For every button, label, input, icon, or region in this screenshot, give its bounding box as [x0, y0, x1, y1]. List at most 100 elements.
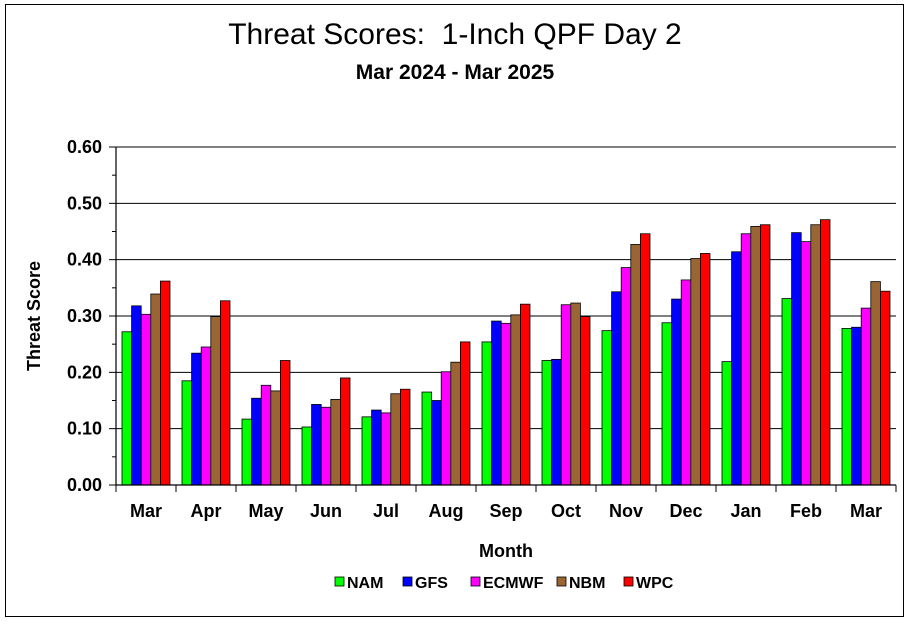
bar-gfs	[251, 397, 262, 486]
bar-nbm	[510, 314, 521, 486]
bar-wpc	[760, 224, 771, 486]
legend-swatch-ecmwf	[470, 576, 481, 587]
legend-swatch-wpc	[623, 576, 634, 587]
bar-nbm	[450, 361, 461, 486]
bar-gfs	[491, 320, 502, 486]
bar-ecmwf	[260, 384, 272, 486]
bar-gfs	[731, 251, 742, 486]
bar-ecmwf	[680, 279, 692, 486]
bar-wpc	[820, 219, 831, 486]
bar-ecmwf	[320, 406, 332, 486]
x-tick-label: Mar	[130, 501, 162, 521]
bar-wpc	[219, 300, 231, 486]
bar-wpc	[640, 233, 651, 486]
bar-ecmwf	[860, 307, 872, 486]
x-tick-label: Jun	[310, 501, 342, 521]
bar-nbm	[390, 393, 401, 486]
bar-nam	[301, 426, 313, 486]
bar-nbm	[330, 398, 341, 486]
bar-gfs	[551, 358, 562, 486]
bar-nam	[781, 298, 793, 486]
bar-nam	[541, 360, 553, 486]
chart-title: Threat Scores: 1-Inch QPF Day 2	[228, 18, 682, 51]
bar-nbm	[690, 258, 701, 486]
x-tick-label: Feb	[790, 501, 822, 521]
bar-nam	[181, 380, 193, 486]
bar-wpc	[459, 341, 471, 486]
bar-gfs	[131, 305, 142, 486]
legend-swatch-nbm	[556, 576, 567, 587]
y-tick-label: 0.60	[67, 137, 102, 157]
bar-gfs	[371, 409, 382, 486]
legend-swatch-gfs	[402, 576, 413, 587]
legend-swatch-nam	[334, 576, 345, 587]
bar-wpc	[399, 388, 411, 486]
y-axis-title: Threat Score	[24, 261, 44, 371]
bar-wpc	[339, 377, 351, 486]
legend-label-gfs: GFS	[415, 575, 448, 592]
bar-ecmwf	[560, 304, 572, 486]
bar-wpc	[279, 360, 291, 486]
bar-ecmwf	[740, 233, 752, 486]
bar-nbm	[870, 281, 881, 486]
bar-nam	[481, 341, 493, 486]
bar-gfs	[791, 232, 802, 486]
x-tick-label: Jul	[373, 501, 399, 521]
chart-subtitle: Mar 2024 - Mar 2025	[355, 61, 555, 84]
x-tick-label: Jan	[730, 501, 761, 521]
bar-nbm	[150, 293, 161, 486]
bar-nbm	[810, 224, 821, 486]
y-tick-label: 0.20	[67, 362, 102, 382]
legend-label-wpc: WPC	[636, 575, 674, 592]
bar-nam	[841, 327, 853, 486]
x-axis-title: Month	[479, 541, 533, 561]
bar-nbm	[570, 302, 581, 486]
y-tick-label: 0.10	[67, 419, 102, 439]
bar-gfs	[431, 400, 442, 486]
bar-nbm	[630, 244, 641, 486]
bar-wpc	[520, 303, 531, 486]
bar-nbm	[750, 226, 761, 486]
y-tick-label: 0.50	[67, 193, 102, 213]
y-tick-label: 0.40	[67, 250, 102, 270]
bar-gfs	[311, 404, 322, 486]
legend-label-nam: NAM	[347, 575, 383, 592]
bar-gfs	[611, 291, 622, 486]
bar-ecmwf	[200, 346, 212, 486]
bar-ecmwf	[500, 322, 512, 486]
bar-wpc	[880, 290, 891, 486]
bar-nbm	[270, 390, 281, 486]
bar-gfs	[851, 326, 862, 486]
bar-wpc	[700, 253, 711, 486]
bar-ecmwf	[800, 241, 812, 486]
bar-nam	[421, 391, 433, 486]
x-tick-label: Sep	[489, 501, 522, 521]
x-tick-label: Nov	[609, 501, 643, 521]
bar-ecmwf	[440, 371, 452, 486]
bar-nbm	[210, 316, 221, 486]
y-tick-label: 0.30	[67, 306, 102, 326]
bar-ecmwf	[620, 267, 632, 486]
bar-ecmwf	[380, 412, 392, 486]
x-tick-label: Oct	[551, 501, 581, 521]
bar-gfs	[671, 298, 682, 486]
x-tick-label: Mar	[850, 501, 882, 521]
bar-wpc	[159, 280, 171, 486]
bar-gfs	[191, 352, 202, 486]
x-tick-label: Dec	[669, 501, 702, 521]
bar-nam	[241, 418, 253, 486]
legend-label-ecmwf: ECMWF	[483, 575, 544, 592]
bar-nam	[361, 416, 373, 486]
bar-nam	[601, 330, 613, 486]
bar-nam	[721, 361, 733, 486]
x-tick-label: May	[248, 501, 283, 521]
legend-label-nbm: NBM	[569, 575, 605, 592]
x-tick-label: Apr	[191, 501, 222, 521]
x-tick-label: Aug	[429, 501, 464, 521]
bar-wpc	[580, 316, 591, 486]
bar-nam	[121, 331, 133, 486]
y-tick-label: 0.00	[67, 475, 102, 495]
bar-nam	[661, 322, 673, 486]
bar-ecmwf	[140, 313, 152, 486]
